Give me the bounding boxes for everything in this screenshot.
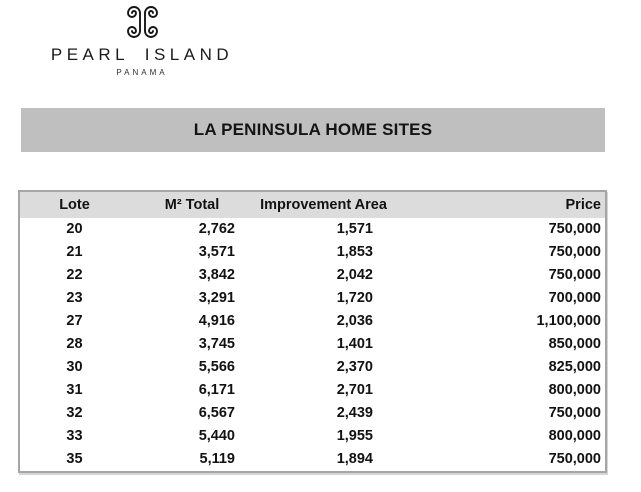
m2-total-cell: 4,916 — [198, 313, 235, 329]
brand-subtitle: PANAMA — [116, 68, 168, 77]
price-table-header: Lote M² Total Improvement Area Price — [20, 192, 605, 218]
column-header-improvement-area: Improvement Area — [255, 192, 392, 218]
price-cell: 750,000 — [548, 244, 601, 260]
m2-total-cell: 3,291 — [198, 290, 235, 306]
lote-cell: 21 — [66, 244, 83, 260]
lote-cell: 31 — [66, 382, 83, 398]
improvement-area-cell: 1,894 — [336, 451, 373, 467]
column-header-lote: Lote — [20, 192, 129, 218]
price-table: Lote M² Total Improvement Area Price 20 … — [20, 192, 605, 471]
lote-cell: 30 — [66, 359, 83, 375]
m2-total-cell: 2,762 — [198, 221, 235, 237]
improvement-area-cell: 2,036 — [336, 313, 373, 329]
lote-cell: 27 — [66, 313, 83, 329]
m2-total-cell: 5,566 — [198, 359, 235, 375]
m2-total-cell: 6,567 — [198, 405, 235, 421]
price-cell: 800,000 — [548, 428, 601, 444]
double-scroll-icon — [126, 6, 158, 38]
improvement-area-cell: 1,955 — [336, 428, 373, 444]
column-header-price: Price — [392, 192, 605, 218]
logo: PEARL ISLAND PANAMA — [49, 4, 235, 77]
title-banner: LA PENINSULA HOME SITES — [21, 108, 605, 152]
table-row: 21 3,571 1,853 750,000 — [20, 241, 605, 264]
price-cell: 750,000 — [548, 267, 601, 283]
column-header-m2-total: M² Total — [129, 192, 255, 218]
price-cell: 825,000 — [548, 359, 601, 375]
price-cell: 750,000 — [548, 451, 601, 467]
table-row: 30 5,566 2,370 825,000 — [20, 356, 605, 379]
lote-cell: 28 — [66, 336, 83, 352]
improvement-area-cell: 1,401 — [336, 336, 373, 352]
improvement-area-cell: 2,042 — [336, 267, 373, 283]
price-cell: 1,100,000 — [536, 313, 601, 329]
lote-cell: 22 — [66, 267, 83, 283]
brand-name: PEARL ISLAND — [50, 45, 234, 64]
table-row: 31 6,171 2,701 800,000 — [20, 379, 605, 402]
m2-total-cell: 5,119 — [199, 451, 236, 467]
m2-total-cell: 3,842 — [198, 267, 235, 283]
m2-total-cell: 6,171 — [198, 382, 235, 398]
price-cell: 700,000 — [548, 290, 601, 306]
price-cell: 850,000 — [548, 336, 601, 352]
lote-cell: 32 — [66, 405, 83, 421]
price-table-body: 20 2,762 1,571 750,000 21 3,571 1,853 75… — [20, 218, 605, 471]
m2-total-cell: 3,745 — [198, 336, 235, 352]
lote-cell: 33 — [66, 428, 83, 444]
lote-cell: 35 — [66, 451, 83, 467]
price-cell: 750,000 — [548, 405, 601, 421]
improvement-area-cell: 1,571 — [336, 221, 373, 237]
lote-cell: 20 — [66, 221, 83, 237]
table-row: 33 5,440 1,955 800,000 — [20, 425, 605, 448]
lote-cell: 23 — [66, 290, 83, 306]
table-row: 20 2,762 1,571 750,000 — [20, 218, 605, 241]
price-cell: 750,000 — [548, 221, 601, 237]
table-row: 23 3,291 1,720 700,000 — [20, 287, 605, 310]
table-row: 28 3,745 1,401 850,000 — [20, 333, 605, 356]
price-cell: 800,000 — [548, 382, 601, 398]
table-row: 22 3,842 2,042 750,000 — [20, 264, 605, 287]
table-row: 27 4,916 2,036 1,100,000 — [20, 310, 605, 333]
m2-total-cell: 3,571 — [198, 244, 235, 260]
improvement-area-cell: 1,720 — [336, 290, 373, 306]
page-title: LA PENINSULA HOME SITES — [193, 120, 433, 139]
table-row: 32 6,567 2,439 750,000 — [20, 402, 605, 425]
improvement-area-cell: 1,853 — [336, 244, 373, 260]
m2-total-cell: 5,440 — [198, 428, 235, 444]
price-table-container: Lote M² Total Improvement Area Price 20 … — [18, 190, 607, 473]
header-row: Lote M² Total Improvement Area Price — [20, 192, 605, 218]
improvement-area-cell: 2,439 — [336, 405, 373, 421]
improvement-area-cell: 2,701 — [336, 382, 373, 398]
table-row: 35 5,119 1,894 750,000 — [20, 448, 605, 471]
improvement-area-cell: 2,370 — [336, 359, 373, 375]
